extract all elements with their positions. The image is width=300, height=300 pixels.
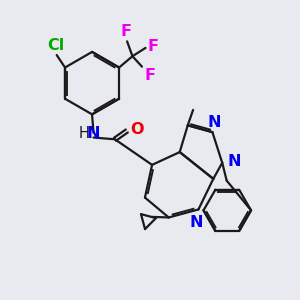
Text: N: N <box>228 154 241 169</box>
Text: N: N <box>86 127 100 142</box>
Text: H: H <box>79 127 89 142</box>
Text: F: F <box>121 24 132 39</box>
Text: F: F <box>144 68 155 83</box>
Text: N: N <box>190 215 203 230</box>
Text: Cl: Cl <box>47 38 65 53</box>
Text: N: N <box>207 115 221 130</box>
Text: O: O <box>130 122 143 137</box>
Text: F: F <box>148 39 159 54</box>
